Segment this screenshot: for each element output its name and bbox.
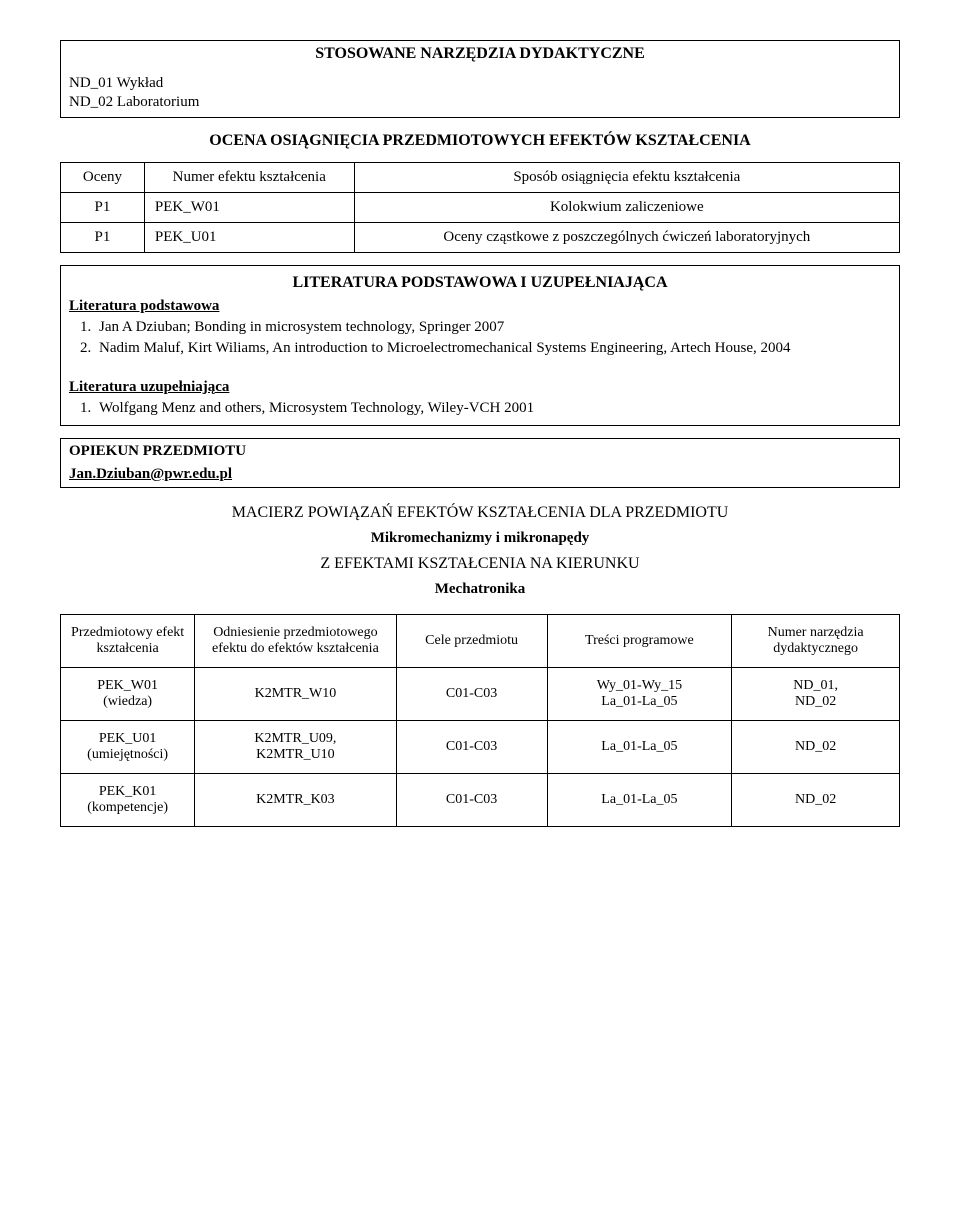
table-header: Numer efektu kształcenia xyxy=(144,163,354,193)
cell-text: PEK_U01 xyxy=(99,731,157,746)
supervisor-title: OPIEKUN PRZEDMIOTU xyxy=(69,443,891,460)
list-item: Jan A Dziuban; Bonding in microsystem te… xyxy=(95,319,891,336)
table-header: Oceny xyxy=(61,163,145,193)
table-header: Cele przedmiotu xyxy=(396,615,547,668)
table-cell: PEK_U01 xyxy=(144,223,354,253)
table-row: Oceny Numer efektu kształcenia Sposób os… xyxy=(61,163,900,193)
table-cell: C01-C03 xyxy=(396,668,547,721)
literature-supplementary-label: Literatura uzupełniająca xyxy=(69,379,891,396)
cell-text: K2MTR_U09, xyxy=(254,731,336,746)
cell-text: ND_01, xyxy=(793,678,838,693)
table-cell: K2MTR_W10 xyxy=(195,668,396,721)
table-cell: PEK_W01 (wiedza) xyxy=(61,668,195,721)
cell-text: (kompetencje) xyxy=(87,800,168,815)
table-cell: C01-C03 xyxy=(396,774,547,827)
table-header: Treści programowe xyxy=(547,615,732,668)
literature-primary-list: Jan A Dziuban; Bonding in microsystem te… xyxy=(69,319,891,357)
table-cell: C01-C03 xyxy=(396,721,547,774)
table-row: P1 PEK_W01 Kolokwium zaliczeniowe xyxy=(61,193,900,223)
table-cell: PEK_W01 xyxy=(144,193,354,223)
table-header: Odniesienie przedmiotowego efektu do efe… xyxy=(195,615,396,668)
literature-title: LITERATURA PODSTAWOWA I UZUPEŁNIAJĄCA xyxy=(69,274,891,292)
table-header: Przedmiotowy efekt kształcenia xyxy=(61,615,195,668)
table-cell: La_01-La_05 xyxy=(547,774,732,827)
list-item: Nadim Maluf, Kirt Wiliams, An introducti… xyxy=(95,340,891,357)
table-cell: P1 xyxy=(61,223,145,253)
table-cell: ND_02 xyxy=(732,774,900,827)
table-header: Numer narzędzia dydaktycznego xyxy=(732,615,900,668)
literature-supplementary-list: Wolfgang Menz and others, Microsystem Te… xyxy=(69,400,891,417)
tools-item: ND_01 Wykład xyxy=(69,75,891,92)
matrix-table: Przedmiotowy efekt kształcenia Odniesien… xyxy=(60,614,900,827)
table-cell: Oceny cząstkowe z poszczególnych ćwiczeń… xyxy=(354,223,899,253)
cell-text: K2MTR_U10 xyxy=(256,747,335,762)
table-row: P1 PEK_U01 Oceny cząstkowe z poszczególn… xyxy=(61,223,900,253)
cell-text: La_01-La_05 xyxy=(601,694,677,709)
table-cell: ND_02 xyxy=(732,721,900,774)
matrix-line1: MACIERZ POWIĄZAŃ EFEKTÓW KSZTAŁCENIA DLA… xyxy=(60,504,900,522)
tools-title: STOSOWANE NARZĘDZIA DYDAKTYCZNE xyxy=(61,45,899,63)
table-cell: P1 xyxy=(61,193,145,223)
table-row: PEK_K01 (kompetencje) K2MTR_K03 C01-C03 … xyxy=(61,774,900,827)
tools-item: ND_02 Laboratorium xyxy=(69,94,891,111)
supervisor-email: Jan.Dziuban@pwr.edu.pl xyxy=(69,466,891,483)
cell-text: ND_02 xyxy=(795,694,836,709)
table-cell: Kolokwium zaliczeniowe xyxy=(354,193,899,223)
list-item: Wolfgang Menz and others, Microsystem Te… xyxy=(95,400,891,417)
cell-text: (wiedza) xyxy=(103,694,152,709)
cell-text: PEK_K01 xyxy=(99,784,157,799)
matrix-line3: Z EFEKTAMI KSZTAŁCENIA NA KIERUNKU xyxy=(60,555,900,573)
supervisor-box: OPIEKUN PRZEDMIOTU Jan.Dziuban@pwr.edu.p… xyxy=(60,438,900,488)
table-cell: K2MTR_U09, K2MTR_U10 xyxy=(195,721,396,774)
cell-text: PEK_W01 xyxy=(97,678,158,693)
tools-box: STOSOWANE NARZĘDZIA DYDAKTYCZNE ND_01 Wy… xyxy=(60,40,900,118)
table-cell: La_01-La_05 xyxy=(547,721,732,774)
assessment-title: OCENA OSIĄGNIĘCIA PRZEDMIOTOWYCH EFEKTÓW… xyxy=(60,132,900,150)
literature-primary-label: Literatura podstawowa xyxy=(69,298,891,315)
table-cell: Wy_01-Wy_15 La_01-La_05 xyxy=(547,668,732,721)
cell-text: Wy_01-Wy_15 xyxy=(597,678,682,693)
matrix-heading: MACIERZ POWIĄZAŃ EFEKTÓW KSZTAŁCENIA DLA… xyxy=(60,504,900,598)
table-row: Przedmiotowy efekt kształcenia Odniesien… xyxy=(61,615,900,668)
assessment-table: Oceny Numer efektu kształcenia Sposób os… xyxy=(60,162,900,253)
table-cell: ND_01, ND_02 xyxy=(732,668,900,721)
cell-text: (umiejętności) xyxy=(87,747,168,762)
table-cell: K2MTR_K03 xyxy=(195,774,396,827)
table-row: PEK_W01 (wiedza) K2MTR_W10 C01-C03 Wy_01… xyxy=(61,668,900,721)
table-header: Sposób osiągnięcia efektu kształcenia xyxy=(354,163,899,193)
table-cell: PEK_U01 (umiejętności) xyxy=(61,721,195,774)
matrix-line4: Mechatronika xyxy=(60,581,900,598)
literature-box: LITERATURA PODSTAWOWA I UZUPEŁNIAJĄCA Li… xyxy=(60,265,900,426)
matrix-line2: Mikromechanizmy i mikronapędy xyxy=(60,530,900,547)
table-row: PEK_U01 (umiejętności) K2MTR_U09, K2MTR_… xyxy=(61,721,900,774)
table-cell: PEK_K01 (kompetencje) xyxy=(61,774,195,827)
